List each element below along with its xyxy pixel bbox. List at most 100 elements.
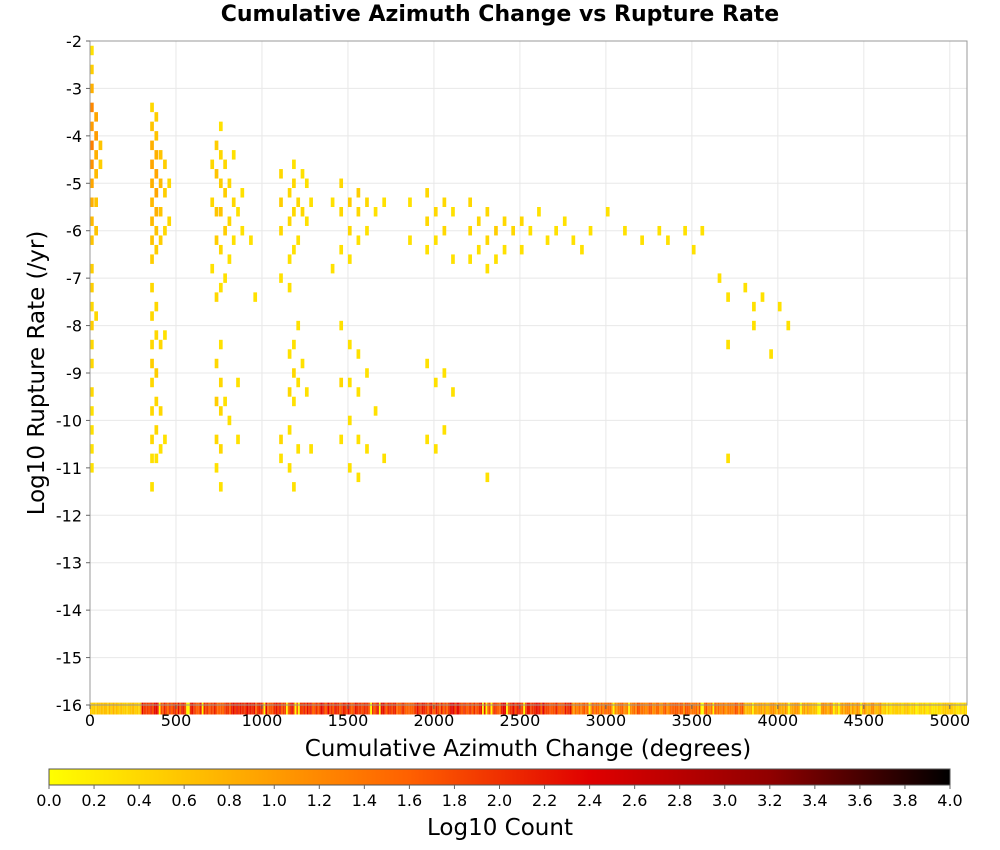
heatmap-cell bbox=[500, 702, 503, 715]
heatmap-cell bbox=[154, 207, 159, 217]
heatmap-cell bbox=[179, 702, 182, 715]
heatmap-cell bbox=[325, 702, 328, 715]
heatmap-cell bbox=[387, 702, 390, 715]
heatmap-cell bbox=[363, 702, 366, 715]
heatmap-cell bbox=[234, 702, 237, 715]
heatmap-cell bbox=[165, 702, 168, 715]
heatmap-cell bbox=[90, 358, 94, 369]
heatmap-cell bbox=[509, 702, 512, 715]
y-tick-label: -6 bbox=[66, 222, 82, 241]
heatmap-cell bbox=[261, 702, 264, 715]
heatmap-cell bbox=[719, 702, 722, 715]
heatmap-cell bbox=[595, 702, 598, 715]
heatmap-cell bbox=[296, 377, 301, 388]
heatmap-cell bbox=[476, 702, 479, 715]
heatmap-cell bbox=[832, 702, 835, 715]
heatmap-cell bbox=[347, 463, 352, 473]
heatmap-cell bbox=[688, 702, 691, 715]
heatmap-cell bbox=[836, 702, 839, 715]
heatmap-cell bbox=[365, 444, 369, 454]
heatmap-cell bbox=[218, 121, 223, 132]
heatmap-cell bbox=[850, 702, 852, 715]
heatmap-cell bbox=[442, 368, 447, 378]
heatmap-cell bbox=[208, 702, 211, 715]
heatmap-cell bbox=[476, 244, 481, 255]
heatmap-cell bbox=[726, 339, 730, 350]
heatmap-cell bbox=[757, 702, 759, 715]
heatmap-cell bbox=[654, 702, 656, 715]
heatmap-cell bbox=[466, 702, 469, 715]
heatmap-cell bbox=[865, 702, 868, 715]
heatmap-cell bbox=[90, 83, 94, 94]
heatmap-cell bbox=[347, 225, 352, 236]
heatmap-cell bbox=[154, 330, 159, 340]
heatmap-cell bbox=[167, 178, 172, 189]
heatmap-cell bbox=[530, 702, 532, 715]
heatmap-cell bbox=[154, 225, 159, 236]
colorbar-label: Log10 Count bbox=[427, 815, 573, 841]
colorbar-tick-label: 2.2 bbox=[532, 791, 557, 810]
colorbar-ticks: 0.0 0.2 0.4 0.6 0.8 1.0 1.2 1.4 1.6 1.8 2.0 2.2 2.4 2… bbox=[36, 785, 963, 810]
heatmap-cell bbox=[227, 254, 232, 264]
heatmap-cell bbox=[349, 702, 352, 715]
heatmap-cell bbox=[296, 444, 301, 454]
heatmap-cell bbox=[150, 140, 154, 151]
heatmap-cell bbox=[942, 702, 945, 715]
heatmap-cell bbox=[827, 702, 830, 715]
heatmap-cell bbox=[905, 702, 907, 715]
heatmap-cell bbox=[150, 235, 154, 245]
heatmap-cell bbox=[356, 702, 359, 715]
heatmap-cell bbox=[750, 702, 753, 715]
heatmap-cell bbox=[951, 702, 954, 715]
heatmap-cell bbox=[755, 702, 758, 715]
heatmap-cell bbox=[746, 702, 749, 715]
heatmap-cell bbox=[150, 377, 154, 388]
heatmap-cell bbox=[205, 702, 207, 715]
heatmap-cell bbox=[143, 702, 146, 715]
heatmap-cell bbox=[765, 702, 768, 715]
heatmap-cell bbox=[214, 396, 219, 407]
heatmap-cell bbox=[519, 702, 522, 715]
heatmap-cell bbox=[206, 702, 209, 715]
heatmap-cell bbox=[90, 702, 92, 715]
heatmap-cell bbox=[449, 702, 452, 715]
colorbar-tick-label: 0.0 bbox=[36, 791, 61, 810]
heatmap-cell bbox=[930, 702, 933, 715]
heatmap-cell bbox=[158, 235, 163, 245]
heatmap-cell bbox=[162, 702, 164, 715]
heatmap-cell bbox=[150, 482, 154, 492]
heatmap-cell bbox=[616, 702, 618, 715]
heatmap-cell bbox=[468, 254, 473, 264]
heatmap-cell bbox=[451, 702, 453, 715]
heatmap-cell bbox=[430, 702, 433, 715]
heatmap-cell bbox=[411, 702, 414, 715]
heatmap-cell bbox=[573, 702, 575, 715]
heatmap-cell bbox=[868, 702, 871, 715]
heatmap-cell bbox=[330, 263, 335, 274]
heatmap-cell bbox=[576, 702, 579, 715]
heatmap-cell bbox=[354, 702, 357, 715]
heatmap-cell bbox=[90, 406, 94, 416]
heatmap-cell bbox=[621, 702, 624, 715]
heatmap-cell bbox=[218, 282, 223, 293]
heatmap-cell bbox=[251, 702, 254, 715]
heatmap-cell bbox=[150, 197, 154, 207]
heatmap-cell bbox=[578, 702, 581, 715]
heatmap-cell bbox=[932, 702, 935, 715]
heatmap-cell bbox=[428, 702, 431, 715]
heatmap-cell bbox=[633, 702, 636, 715]
heatmap-cell bbox=[537, 207, 541, 217]
heatmap-cell bbox=[669, 702, 672, 715]
heatmap-cell bbox=[150, 282, 154, 293]
heatmap-cell bbox=[451, 387, 455, 397]
heatmap-cell bbox=[600, 702, 603, 715]
heatmap-cell bbox=[588, 702, 591, 715]
heatmap-cell bbox=[843, 702, 845, 715]
heatmap-cell bbox=[445, 702, 448, 715]
heatmap-cell bbox=[922, 702, 925, 715]
heatmap-cell bbox=[289, 702, 292, 715]
heatmap-cell bbox=[356, 472, 361, 483]
heatmap-cell bbox=[447, 702, 450, 715]
heatmap-cell bbox=[786, 320, 791, 331]
heatmap-cell bbox=[296, 702, 299, 715]
